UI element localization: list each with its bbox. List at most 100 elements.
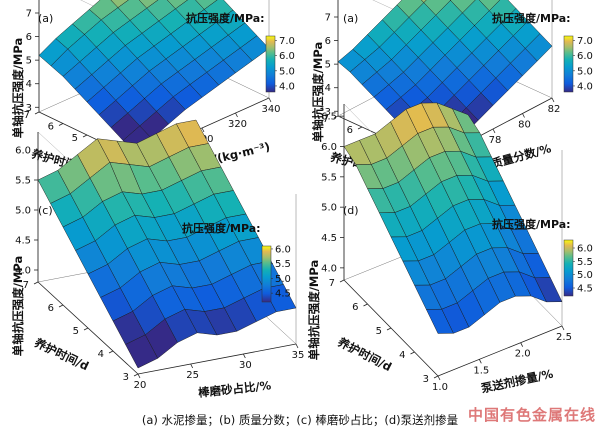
z-tick-label: 6.5 [321, 112, 337, 123]
y-tick-mark [83, 327, 89, 331]
y-tick-label: 7 [23, 280, 29, 291]
z-tick-label: 4.5 [15, 236, 31, 247]
colorbar-tick-label: 5.5 [577, 257, 593, 268]
panel-label: (d) [343, 204, 359, 217]
y-tick-label: 6 [48, 122, 54, 133]
colorbar-tick-label: 7.0 [279, 36, 295, 47]
x-axis-title: 棒磨砂占比/% [197, 378, 272, 400]
y-tick-mark [333, 115, 339, 119]
colorbar-tick-label: 5.0 [279, 66, 295, 77]
panel-label: (a) [38, 12, 53, 25]
y-tick-label: 7 [24, 110, 30, 121]
z-tick-label: 6.0 [321, 142, 337, 153]
surface-cell [534, 277, 563, 303]
colorbar-tick-label: 6.0 [577, 244, 593, 255]
x-tick-label: 35 [292, 350, 305, 361]
z-tick-label: 7 [325, 13, 331, 24]
z-axis-title: 单轴抗压强度/MPa [307, 260, 321, 361]
y-tick-mark [339, 279, 345, 283]
z-tick-label: 6 [26, 32, 32, 43]
y-tick-mark [34, 111, 40, 115]
z-tick-label: 3 [26, 103, 32, 114]
z-tick-label: 7 [26, 9, 32, 20]
x-tick-mark [137, 373, 141, 379]
z-tick-label: 5 [26, 56, 32, 67]
colorbar-title: 抗压强度/MPa: [492, 11, 571, 25]
x-tick-mark [561, 325, 565, 331]
x-tick-mark [268, 97, 272, 103]
x-tick-label: 30 [239, 360, 252, 371]
y-tick-mark [357, 126, 363, 130]
y-tick-mark [133, 373, 139, 377]
y-tick-label: 6 [48, 303, 54, 314]
colorbar-tick-label: 4.5 [275, 289, 291, 300]
x-axis-line [437, 325, 563, 377]
y-tick-mark [386, 327, 392, 331]
x-tick-label: 82 [548, 104, 561, 115]
chart-panel-3: 20 25 30 35 3 4 5 6 7 4.0 4.5 5.0 5.5 6.0 棒磨砂占比/% 养护时间/… [11, 119, 305, 400]
x-tick-mark [242, 353, 246, 359]
figure-caption: (a) 水泥掺量；(b) 质量分数；(c) 棒磨砂占比；(d)泵送剂掺量 [141, 413, 459, 427]
y-tick-label: 6 [347, 125, 353, 136]
z-tick-label: 4 [325, 83, 331, 94]
colorbar-tick-label: 4.0 [279, 81, 295, 92]
z-axis-title: 单轴抗压强度/MPa [11, 256, 25, 357]
x-axis-line [137, 343, 297, 375]
y-tick-label: 7 [329, 278, 335, 289]
z-tick-label: 6 [325, 36, 331, 47]
surface-cell [239, 35, 270, 61]
z-tick-label: 3 [325, 107, 331, 118]
colorbar-title: 抗压强度/MPa: [492, 217, 571, 231]
y-tick-label: 6 [352, 302, 358, 313]
z-tick-label: 4.5 [321, 233, 337, 244]
colorbar-tick-label: 6.0 [279, 51, 295, 62]
z-tick-label: 5.5 [321, 172, 337, 183]
panel-label: (c) [38, 204, 53, 217]
x-tick-mark [235, 112, 238, 118]
z-tick-label: 4.0 [15, 266, 31, 277]
colorbar-tick-label: 4.5 [577, 284, 593, 295]
x-tick-label: 80 [518, 120, 531, 131]
y-tick-mark [410, 351, 415, 355]
x-tick-label: 1.0 [432, 382, 448, 393]
y-tick-label: 5 [73, 326, 79, 337]
colorbar-tick-label: 7.0 [577, 36, 593, 47]
colorbar-tick-label: 5.0 [577, 66, 593, 77]
y-tick-mark [433, 375, 439, 379]
colorbar-tick-label: 5.5 [275, 259, 291, 270]
x-tick-mark [295, 343, 299, 349]
colorbar-tick-label: 5.0 [577, 270, 593, 281]
y-tick-label: 5 [376, 326, 382, 337]
x-tick-label: 2.0 [515, 349, 531, 360]
z-tick-label: 4.0 [321, 263, 337, 274]
x-tick-mark [551, 97, 555, 103]
z-axis-title: 单轴抗压强度/MPa [11, 38, 25, 139]
colorbar-title: 抗压强度/MPa: [186, 11, 265, 25]
z-tick-label: 5.5 [15, 176, 31, 187]
x-tick-mark [520, 342, 524, 347]
x-tick-label: 20 [134, 380, 147, 391]
y-tick-label: 4 [399, 350, 405, 361]
panel-label: (a) [343, 12, 358, 25]
x-tick-label: 25 [186, 370, 199, 381]
x-tick-label: 78 [489, 135, 502, 146]
surface-cell [421, 0, 427, 3]
colorbar [265, 35, 276, 93]
y-tick-label: 7 [323, 114, 329, 125]
y-tick-mark [108, 350, 114, 354]
y-tick-label: 4 [98, 349, 104, 360]
x-tick-mark [201, 127, 205, 133]
y-axis-title: 养护时间/d [31, 335, 91, 373]
y-tick-mark [82, 134, 88, 138]
colorbar-title: 抗压强度/MPa: [182, 221, 261, 235]
z-tick-label: 5.0 [15, 206, 31, 217]
colorbar [563, 239, 574, 297]
surface-cell [110, 0, 129, 8]
y-tick-mark [58, 123, 64, 126]
z-tick-label: 6.0 [15, 146, 31, 157]
x-tick-label: 1.5 [473, 365, 489, 376]
watermark: 中国有色金属在线 [468, 406, 597, 424]
colorbar-tick-label: 6.0 [577, 51, 593, 62]
z-axis-title: 单轴抗压强度/MPa [311, 42, 325, 143]
